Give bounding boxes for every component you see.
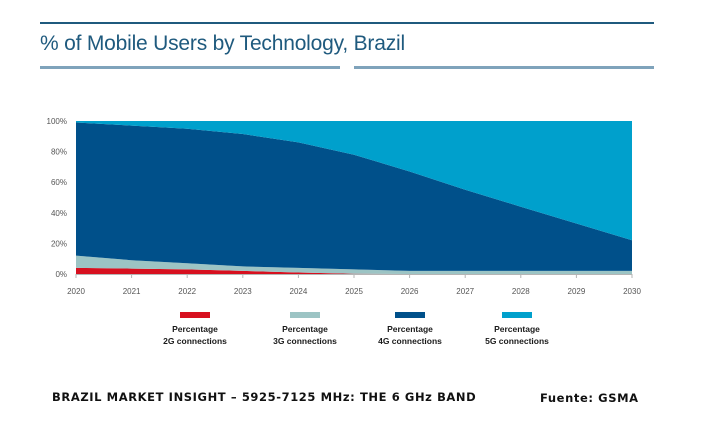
x-tick-label: 2022 bbox=[178, 287, 196, 296]
legend-label-line2: 4G connections bbox=[378, 336, 442, 346]
y-axis-ticks: 0% 20% 40% 60% 80% 100% bbox=[47, 117, 67, 279]
x-tick-label: 2021 bbox=[123, 287, 141, 296]
y-tick-label: 80% bbox=[51, 148, 67, 157]
chart-title: % of Mobile Users by Technology, Brazil bbox=[40, 32, 405, 55]
area-4g bbox=[76, 122, 632, 271]
x-tick-label: 2030 bbox=[623, 287, 641, 296]
x-tick-label: 2024 bbox=[290, 287, 308, 296]
legend-item-2g: Percentage 2G connections bbox=[135, 312, 255, 347]
x-tick-label: 2025 bbox=[345, 287, 363, 296]
legend-label-line2: 2G connections bbox=[163, 336, 227, 346]
title-top-rule bbox=[40, 22, 654, 24]
y-tick-label: 0% bbox=[55, 270, 67, 279]
legend-label-line2: 5G connections bbox=[485, 336, 549, 346]
legend-label-line1: Percentage bbox=[282, 324, 328, 334]
plot-areas bbox=[76, 121, 632, 274]
x-tick-label: 2026 bbox=[401, 287, 419, 296]
report-title: BRAZIL MARKET INSIGHT – 5925-7125 MHz: T… bbox=[52, 390, 477, 404]
legend-item-5g: Percentage 5G connections bbox=[457, 312, 577, 347]
x-tick-label: 2027 bbox=[456, 287, 474, 296]
legend-item-3g: Percentage 3G connections bbox=[245, 312, 365, 347]
x-tick-label: 2028 bbox=[512, 287, 530, 296]
y-tick-label: 100% bbox=[47, 117, 67, 126]
legend-swatch-3g bbox=[290, 312, 320, 318]
stacked-area-chart: 2020 2021 2022 2023 2024 2025 2026 2027 2028 2029… bbox=[47, 117, 642, 296]
title-bottom-rule-right bbox=[354, 66, 654, 69]
source-credit: Fuente: GSMA bbox=[540, 391, 639, 405]
x-tick-label: 2029 bbox=[568, 287, 586, 296]
legend-label-line1: Percentage bbox=[172, 324, 218, 334]
area-5g bbox=[76, 121, 632, 241]
title-bottom-rule-left bbox=[40, 66, 340, 69]
legend-label-line2: 3G connections bbox=[273, 336, 337, 346]
y-tick-label: 60% bbox=[51, 178, 67, 187]
legend-swatch-5g bbox=[502, 312, 532, 318]
y-tick-label: 40% bbox=[51, 209, 67, 218]
x-axis-ticks: 2020 2021 2022 2023 2024 2025 2026 2027 2028 2029… bbox=[67, 274, 641, 296]
legend-item-4g: Percentage 4G connections bbox=[350, 312, 470, 347]
area-2g bbox=[76, 267, 632, 274]
area-3g bbox=[76, 255, 632, 274]
x-tick-label: 2020 bbox=[67, 287, 85, 296]
y-tick-label: 20% bbox=[51, 239, 67, 248]
legend-label-line1: Percentage bbox=[494, 324, 540, 334]
x-tick-label: 2023 bbox=[234, 287, 252, 296]
legend-swatch-2g bbox=[180, 312, 210, 318]
legend-label-line1: Percentage bbox=[387, 324, 433, 334]
legend-swatch-4g bbox=[395, 312, 425, 318]
